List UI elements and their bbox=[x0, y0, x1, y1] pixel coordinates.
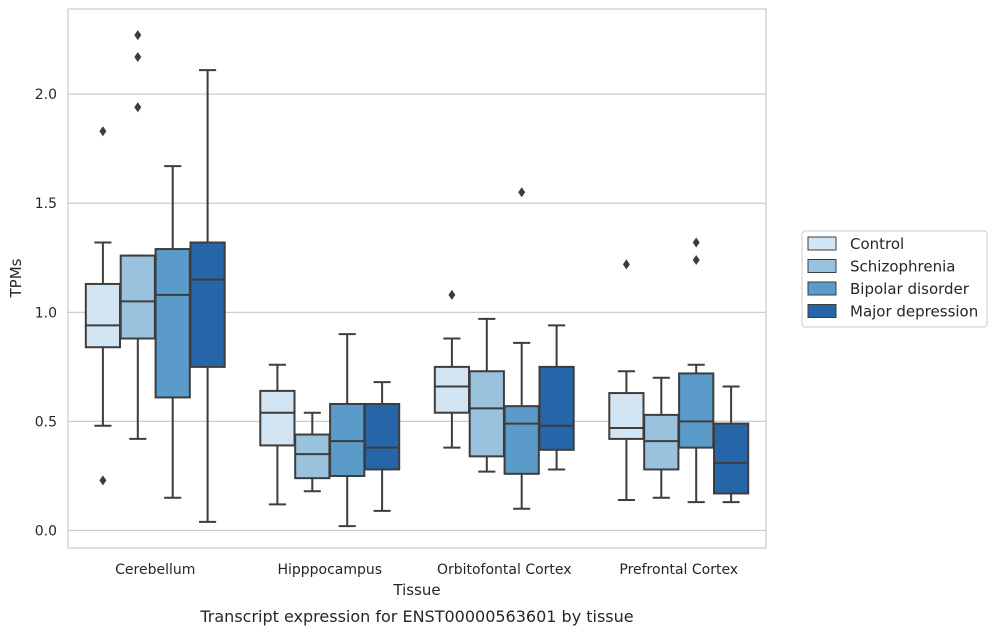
box-group bbox=[294, 411, 331, 493]
series-group bbox=[119, 30, 680, 499]
box bbox=[363, 402, 401, 471]
series-group bbox=[189, 69, 750, 523]
y-tick-label: 1.5 bbox=[35, 196, 57, 212]
outlier-point bbox=[692, 237, 700, 248]
box bbox=[294, 433, 331, 480]
legend-items: Control Schizophrenia Bipolar disorder Majo… bbox=[807, 235, 978, 321]
outlier-point bbox=[448, 289, 456, 300]
box-group bbox=[363, 381, 401, 512]
legend-item: Bipolar disorder bbox=[807, 280, 970, 298]
box bbox=[468, 370, 505, 458]
box bbox=[154, 248, 191, 399]
outlier-point bbox=[692, 254, 700, 265]
legend-item: Control bbox=[807, 235, 904, 253]
box-group bbox=[643, 376, 680, 499]
legend-swatch bbox=[807, 236, 837, 251]
y-tick-label: 0.0 bbox=[35, 524, 57, 540]
legend-label: Bipolar disorder bbox=[850, 280, 970, 298]
box-group bbox=[84, 126, 122, 486]
y-axis-ticks: 0.0 0.5 1.0 1.5 2.0 bbox=[35, 87, 57, 539]
outlier-point bbox=[134, 30, 142, 41]
box-group bbox=[468, 317, 505, 473]
box-group bbox=[154, 165, 191, 499]
outlier-point bbox=[518, 187, 526, 198]
box-group bbox=[329, 333, 366, 528]
box bbox=[189, 241, 226, 368]
box bbox=[503, 405, 540, 475]
box-group bbox=[608, 259, 645, 501]
legend-label: Schizophrenia bbox=[850, 258, 955, 276]
y-tick-label: 2.0 bbox=[35, 87, 57, 103]
box-group bbox=[503, 187, 540, 510]
box bbox=[643, 413, 680, 471]
legend-label: Control bbox=[850, 235, 904, 253]
legend-item: Major depression bbox=[807, 303, 978, 321]
x-tick-label: Orbitofontal Cortex bbox=[437, 562, 572, 578]
box bbox=[538, 365, 575, 451]
x-tick-label: Hipppocampus bbox=[277, 562, 382, 578]
plot-area-frame bbox=[67, 8, 767, 549]
box-group bbox=[259, 363, 296, 506]
x-tick-label: Prefrontal Cortex bbox=[619, 562, 738, 578]
box bbox=[119, 254, 156, 340]
outlier-point bbox=[134, 102, 142, 113]
legend-swatch bbox=[807, 304, 837, 318]
box bbox=[433, 365, 471, 414]
box-group bbox=[712, 385, 750, 504]
legend: Control Schizophrenia Bipolar disorder Majo… bbox=[801, 230, 988, 328]
box-group bbox=[678, 237, 715, 504]
y-axis-label: TPMs bbox=[7, 258, 25, 298]
box-group bbox=[433, 289, 471, 449]
box bbox=[259, 389, 296, 447]
x-tick-label: Cerebellum bbox=[115, 562, 195, 578]
box bbox=[84, 282, 122, 349]
y-tick-label: 0.5 bbox=[35, 414, 57, 430]
outlier-point bbox=[134, 52, 142, 63]
box bbox=[678, 372, 715, 449]
outlier-point bbox=[622, 259, 630, 270]
box-group bbox=[538, 324, 575, 471]
series-group bbox=[154, 165, 715, 528]
legend-swatch bbox=[807, 281, 837, 296]
legend-frame bbox=[801, 230, 988, 328]
box-group bbox=[119, 30, 156, 440]
y-tick-label: 1.0 bbox=[35, 305, 57, 321]
box-plot-groups bbox=[84, 30, 750, 528]
outlier-point bbox=[99, 475, 107, 486]
legend-item: Schizophrenia bbox=[807, 258, 955, 276]
chart-caption: Transcript expression for ENST0000056360… bbox=[199, 607, 633, 626]
x-axis-ticks: Cerebellum Hipppocampus Orbitofontal Corte… bbox=[115, 562, 738, 578]
legend-label: Major depression bbox=[850, 303, 978, 321]
box-group bbox=[189, 69, 226, 523]
box bbox=[329, 402, 366, 477]
box bbox=[712, 422, 750, 495]
outlier-point bbox=[99, 126, 107, 137]
legend-swatch bbox=[807, 259, 837, 273]
box bbox=[608, 392, 645, 440]
x-axis-label: Tissue bbox=[392, 581, 440, 599]
